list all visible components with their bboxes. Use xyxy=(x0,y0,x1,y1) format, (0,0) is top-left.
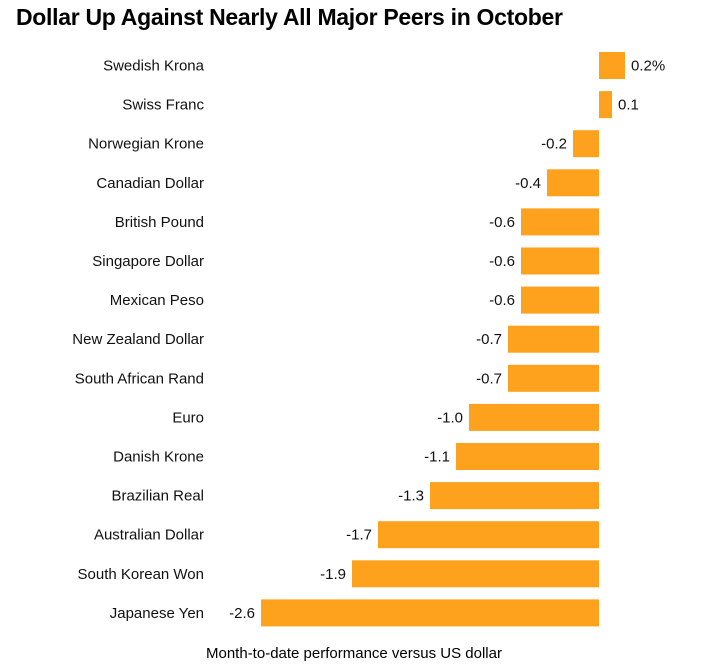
category-label: Mexican Peso xyxy=(110,292,204,309)
value-label: -1.3 xyxy=(398,488,424,505)
value-label: -1.0 xyxy=(437,409,463,426)
bar-japanese-yen xyxy=(261,599,599,627)
bar-swiss-franc xyxy=(599,91,612,119)
category-label: Swiss Franc xyxy=(122,97,204,114)
bar-south-korean-won xyxy=(352,560,599,588)
category-label: Canadian Dollar xyxy=(96,175,204,192)
category-label: British Pound xyxy=(115,214,204,231)
value-label: -1.9 xyxy=(320,566,346,583)
bar-brazilian-real xyxy=(430,482,599,510)
value-label: -1.7 xyxy=(346,527,372,544)
bar-euro xyxy=(469,403,599,431)
bar-norwegian-krone xyxy=(573,130,599,158)
bar-new-zealand-dollar xyxy=(508,325,599,353)
bar-singapore-dollar xyxy=(521,247,599,275)
value-label: 0.2% xyxy=(631,58,665,75)
value-label: 0.1 xyxy=(618,97,639,114)
bar-swedish-krona xyxy=(599,52,625,79)
value-label: -0.7 xyxy=(476,331,502,348)
category-label: Japanese Yen xyxy=(110,605,204,622)
category-label: Brazilian Real xyxy=(111,488,204,505)
value-label: -0.6 xyxy=(489,253,515,270)
category-label: Norwegian Krone xyxy=(88,136,204,153)
value-label: -0.6 xyxy=(489,214,515,231)
value-labels-group: 0.2% 0.1 -0.2 -0.4 -0.6 -0.6 -0.6 -0.7 -0.7 -1.0 -… xyxy=(229,58,665,622)
value-label: -0.7 xyxy=(476,370,502,387)
value-label: -0.2 xyxy=(541,136,567,153)
bars-group xyxy=(261,52,625,627)
category-label: Euro xyxy=(172,409,204,426)
bar-british-pound xyxy=(521,208,599,236)
bar-south-african-rand xyxy=(508,364,599,392)
value-label: -0.6 xyxy=(489,292,515,309)
category-label: New Zealand Dollar xyxy=(72,331,204,348)
bar-canadian-dollar xyxy=(547,169,599,197)
bar-australian-dollar xyxy=(378,521,599,549)
chart-title: Dollar Up Against Nearly All Major Peers… xyxy=(16,4,563,30)
value-label: -2.6 xyxy=(229,605,255,622)
category-label: Australian Dollar xyxy=(94,527,204,544)
category-label: Singapore Dollar xyxy=(92,253,204,270)
category-label: Danish Krone xyxy=(113,449,204,466)
x-axis-label: Month-to-date performance versus US doll… xyxy=(206,645,502,662)
category-label: South Korean Won xyxy=(78,566,204,583)
value-label: -1.1 xyxy=(424,449,450,466)
bar-danish-krone xyxy=(456,443,599,470)
category-label: South African Rand xyxy=(75,370,204,387)
value-label: -0.4 xyxy=(515,175,541,192)
bar-mexican-peso xyxy=(521,286,599,314)
category-labels-group: Swedish Krona Swiss Franc Norwegian Krone C… xyxy=(72,58,204,622)
category-label: Swedish Krona xyxy=(103,58,205,75)
